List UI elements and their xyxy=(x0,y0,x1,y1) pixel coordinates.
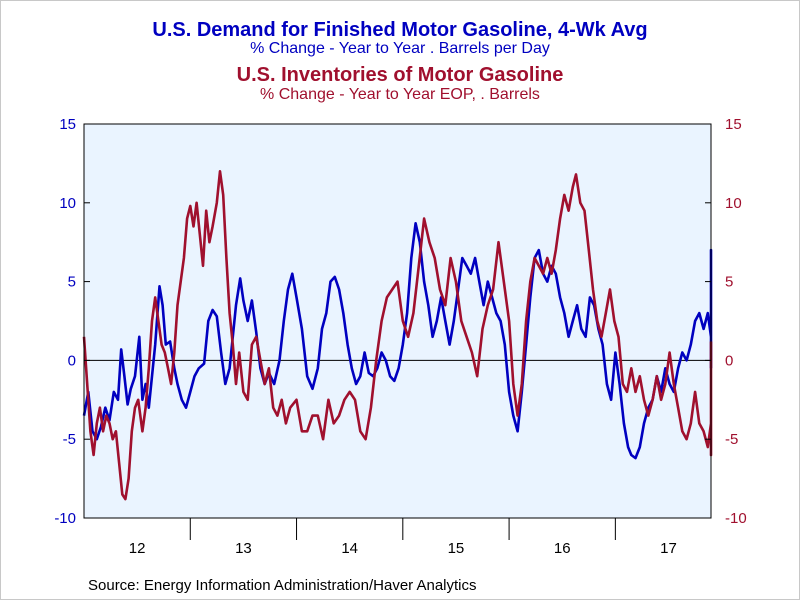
y-right-tick-label: -10 xyxy=(725,510,747,527)
y-left-tick-label: 5 xyxy=(68,274,76,291)
y-right-tick-label: 0 xyxy=(725,352,733,369)
plot-border xyxy=(83,123,712,519)
x-tick-label: 13 xyxy=(235,540,252,557)
x-tick-label: 14 xyxy=(341,540,358,557)
x-tick-label: 16 xyxy=(554,540,571,557)
inventory-subtitle: % Change - Year to Year EOP, . Barrels xyxy=(260,86,540,103)
demand-series-line xyxy=(82,222,713,460)
y-right-tick-label: 15 xyxy=(725,116,742,133)
y-left-tick-label: -10 xyxy=(54,510,76,527)
x-tick-label: 12 xyxy=(129,540,146,557)
demand-title: U.S. Demand for Finished Motor Gasoline,… xyxy=(152,19,648,41)
plot-area xyxy=(84,124,711,518)
inventory-series-line xyxy=(82,170,713,501)
demand-subtitle: % Change - Year to Year . Barrels per Da… xyxy=(250,40,550,57)
source-note: Source: Energy Information Administratio… xyxy=(88,577,477,594)
y-right-tick-label: -5 xyxy=(725,431,738,448)
y-left-tick-label: -5 xyxy=(63,431,76,448)
y-left-tick-label: 10 xyxy=(59,195,76,212)
x-tick-label: 15 xyxy=(448,540,465,557)
y-right-tick-label: 10 xyxy=(725,195,742,212)
inventory-title: U.S. Inventories of Motor Gasoline xyxy=(236,64,564,86)
y-right-tick-label: 5 xyxy=(725,274,733,291)
y-left-tick-label: 0 xyxy=(68,352,76,369)
x-tick-label: 17 xyxy=(660,540,677,557)
y-left-tick-label: 15 xyxy=(59,116,76,133)
